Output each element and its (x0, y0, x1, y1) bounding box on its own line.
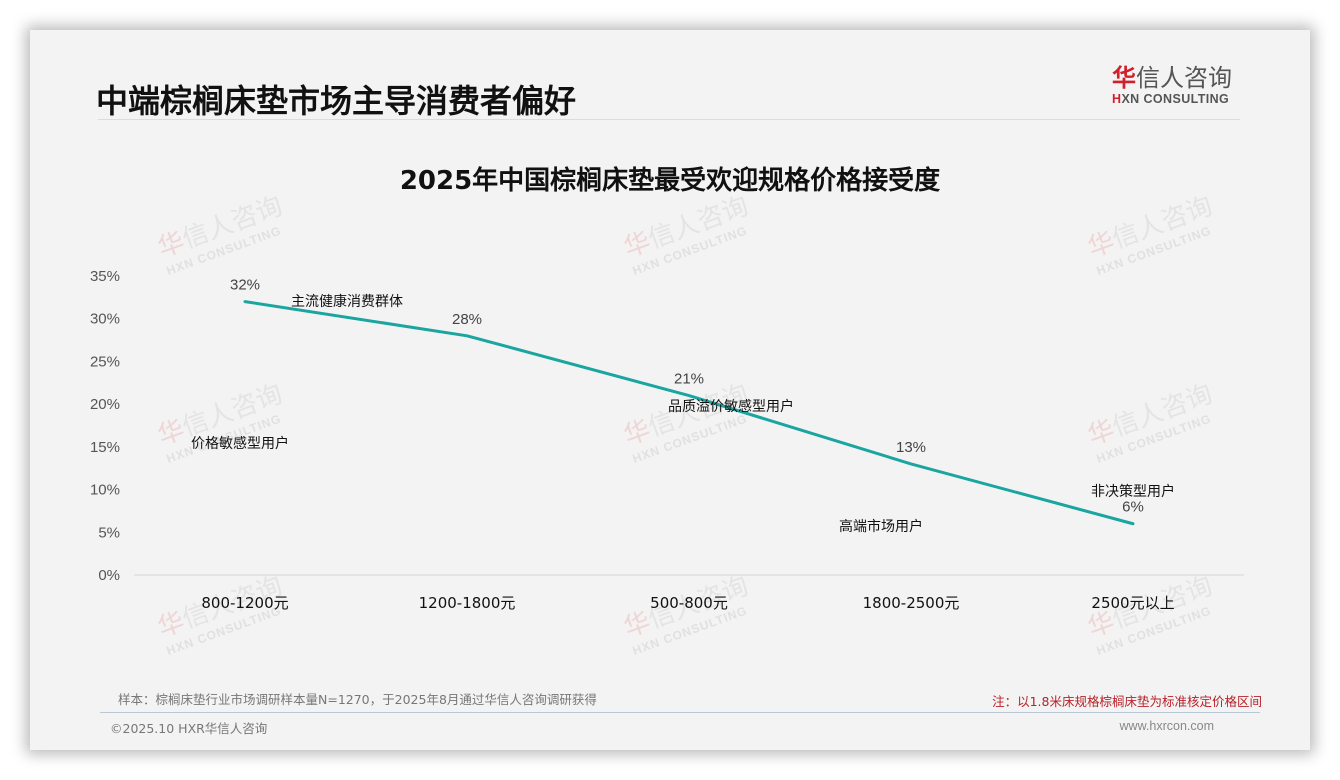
series-line (243, 300, 1135, 526)
y-tick-label: 0% (98, 567, 120, 584)
data-label: 6% (1122, 499, 1144, 516)
y-tick-label: 20% (90, 396, 120, 413)
logo-en-text: XN CONSULTING (1121, 92, 1230, 106)
page-title: 中端棕榈床垫市场主导消费者偏好 (96, 82, 577, 120)
x-tick-label: 500-800元 (650, 594, 728, 612)
sample-note: 样本：棕榈床垫行业市场调研样本量N=1270，于2025年8月通过华信人咨询调研… (118, 692, 597, 707)
logo-cn: 华信人咨询 (1112, 64, 1242, 92)
title-divider (98, 119, 1240, 120)
logo-en-accent: H (1112, 92, 1122, 106)
data-labels: 32% 28% 21% 13% 6% (230, 277, 1144, 516)
segment-annotation: 高端市场用户 (839, 518, 923, 535)
y-tick-label: 25% (90, 353, 120, 370)
x-axis: 800-1200元 1200-1800元 500-800元 1800-2500元 250… (201, 594, 1174, 612)
y-tick-label: 30% (90, 311, 120, 328)
y-tick-label: 10% (90, 482, 120, 499)
website-link[interactable]: www.hxrcon.com (1119, 719, 1214, 733)
y-tick-label: 35% (90, 268, 120, 285)
copyright: ©2025.10 HXR华信人咨询 (110, 721, 268, 736)
segment-annotation: 主流健康消费群体 (291, 293, 403, 310)
x-tick-label: 2500元以上 (1091, 594, 1174, 612)
y-tick-label: 15% (90, 439, 120, 456)
logo-cn-accent: 华 (1112, 64, 1136, 92)
segment-annotation: 品质溢价敏感型用户 (668, 398, 794, 415)
data-label: 13% (896, 439, 926, 456)
data-label: 32% (230, 277, 260, 294)
data-label: 21% (674, 371, 704, 388)
segment-annotation: 非决策型用户 (1091, 483, 1175, 500)
data-label: 28% (452, 311, 482, 328)
price-range-note: 注：以1.8米床规格棕榈床垫为标准核定价格区间 (992, 694, 1262, 709)
chart-title: 2025年中国棕榈床垫最受欢迎规格价格接受度 (399, 166, 941, 196)
y-axis: 0% 5% 10% 15% 20% 25% 30% 35% (90, 268, 120, 584)
x-tick-label: 800-1200元 (201, 594, 288, 612)
company-logo: 华信人咨询 HXN CONSULTING (1112, 64, 1242, 112)
logo-en: HXN CONSULTING (1112, 92, 1242, 106)
segment-annotation: 价格敏感型用户 (191, 435, 289, 452)
y-tick-label: 5% (98, 524, 120, 541)
line-chart: 0% 5% 10% 15% 20% 25% 30% 35% 800-1200元 1200-180… (90, 268, 1244, 612)
slide: 中端棕榈床垫市场主导消费者偏好 华信人咨询 HXN CONSULTING 华信人… (30, 30, 1310, 750)
x-tick-label: 1200-1800元 (419, 594, 516, 612)
x-tick-label: 1800-2500元 (863, 594, 960, 612)
logo-cn-text: 信人咨询 (1136, 64, 1232, 92)
footer-divider (100, 712, 1260, 713)
